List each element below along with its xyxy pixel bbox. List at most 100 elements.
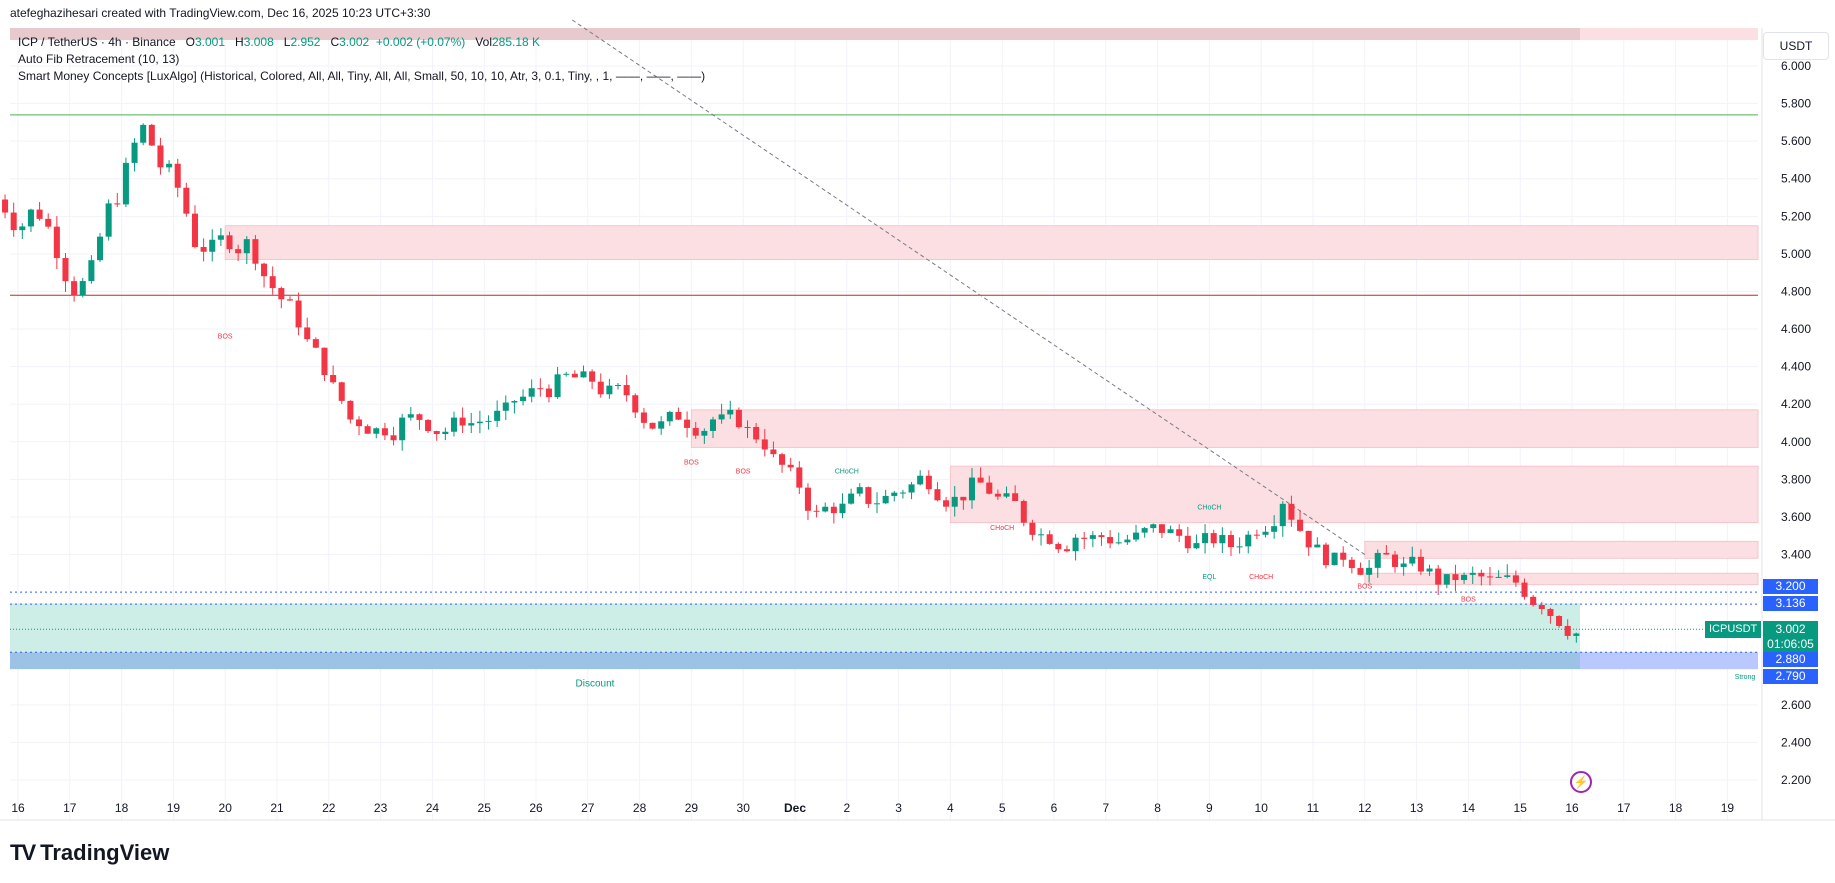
candle-body xyxy=(105,203,112,237)
candle-body xyxy=(243,239,250,254)
price-tick-label: 5.400 xyxy=(1781,172,1811,186)
indicator-smc[interactable]: Smart Money Concepts [LuxAlgo] (Historic… xyxy=(18,69,706,83)
price-tick-label: 2.200 xyxy=(1781,773,1811,787)
price-tick-label: 4.200 xyxy=(1781,397,1811,411)
candle-body xyxy=(1253,534,1260,536)
candle-body xyxy=(200,246,207,252)
candle-body xyxy=(1245,534,1252,547)
candle-body xyxy=(1210,533,1217,544)
candle-body xyxy=(235,249,242,254)
candle-body xyxy=(943,500,950,507)
candle-body xyxy=(718,414,725,420)
candle-body xyxy=(502,402,509,411)
price-tick-label: 6.000 xyxy=(1781,59,1811,73)
smc-label-eql: EQL xyxy=(1202,574,1216,581)
price-tag-3136: 3.136 xyxy=(1763,596,1818,611)
time-tick-label: 2 xyxy=(843,801,850,815)
candle-body xyxy=(960,496,967,501)
open-value: 3.001 xyxy=(195,35,226,49)
smc-label-bos: BOS xyxy=(1461,597,1476,604)
time-tick-label: 17 xyxy=(1617,801,1631,815)
candle-body xyxy=(1115,542,1122,544)
candle-body xyxy=(580,371,587,378)
candle-body xyxy=(986,482,993,494)
candle-body xyxy=(735,409,742,428)
time-tick-label: 20 xyxy=(219,801,233,815)
smc-label-bos: BOS xyxy=(218,333,233,340)
lightning-icon[interactable]: ⚡ xyxy=(1570,771,1592,793)
smc-label-bos: BOS xyxy=(1357,583,1372,590)
time-tick-label: 18 xyxy=(1669,801,1683,815)
candle-body xyxy=(338,382,345,401)
candle-body xyxy=(1063,549,1070,552)
symbol-row[interactable]: ICP / TetherUS · 4h · Binance O3.001 H3.… xyxy=(18,34,705,51)
candle-body xyxy=(554,374,561,398)
candle-body xyxy=(563,373,570,375)
price-tick-label: 4.000 xyxy=(1781,435,1811,449)
candle-body xyxy=(1495,576,1502,578)
strong-low-zone xyxy=(10,652,1580,670)
high-value: 3.008 xyxy=(243,35,274,49)
candle-body xyxy=(753,426,760,440)
candle-body xyxy=(269,276,276,289)
candle-body xyxy=(1469,572,1476,575)
candle-body xyxy=(1124,539,1131,543)
indicator-fib[interactable]: Auto Fib Retracement (10, 13) xyxy=(18,52,180,66)
candle-body xyxy=(977,477,984,483)
candle-body xyxy=(459,417,466,426)
candle-body xyxy=(261,263,268,277)
candle-body xyxy=(779,454,786,465)
candle-body xyxy=(381,428,388,436)
price-tick-label: 5.200 xyxy=(1781,209,1811,223)
time-tick-label: 23 xyxy=(374,801,388,815)
time-tick-label: 27 xyxy=(581,801,595,815)
candle-body xyxy=(804,487,811,511)
open-label: O xyxy=(185,35,195,49)
candle-body xyxy=(312,339,319,348)
candle-body xyxy=(1003,493,1010,497)
time-tick-label: 14 xyxy=(1462,801,1476,815)
author-line: atefeghazihesari created with TradingVie… xyxy=(10,6,431,20)
candle-body xyxy=(96,236,104,261)
candle-body xyxy=(1184,535,1191,549)
last-price-value: 3.002 xyxy=(1775,622,1806,636)
time-tick-label: 25 xyxy=(478,801,492,815)
candle-body xyxy=(1089,535,1096,539)
candle-body xyxy=(1012,493,1019,502)
smc-label-bos: BOS xyxy=(684,459,699,466)
candle-body xyxy=(1029,522,1036,535)
candle-body xyxy=(476,421,483,424)
price-tick-label: 2.400 xyxy=(1781,735,1811,749)
candle-body xyxy=(761,439,768,450)
candle-body xyxy=(701,430,708,436)
candle-body xyxy=(1055,543,1062,550)
candle-body xyxy=(545,388,552,398)
currency-button[interactable]: USDT xyxy=(1763,32,1829,60)
candle-body xyxy=(62,258,69,282)
candle-body xyxy=(666,411,673,422)
time-tick-label: 30 xyxy=(737,801,751,815)
candle-body xyxy=(191,213,199,247)
candle-body xyxy=(1297,519,1304,531)
candle-body xyxy=(787,464,794,468)
supply-zone xyxy=(690,409,1759,448)
candle-body xyxy=(1461,574,1468,581)
time-tick-label: 19 xyxy=(167,801,181,815)
candle-body xyxy=(148,124,155,146)
candle-body xyxy=(36,209,43,219)
supply-zone xyxy=(1364,572,1759,586)
candle-body xyxy=(355,419,363,427)
candle-body xyxy=(1150,524,1157,529)
candle-body xyxy=(1409,556,1416,564)
candle-body xyxy=(174,163,181,188)
low-value: 2.952 xyxy=(290,35,321,49)
price-tick-label: 5.000 xyxy=(1781,247,1811,261)
price-tag-2880: 2.880 xyxy=(1763,652,1818,667)
price-tick-label: 3.800 xyxy=(1781,472,1811,486)
symbol-label[interactable]: ICP / TetherUS · 4h · Binance xyxy=(18,35,176,49)
candle-body xyxy=(122,162,129,205)
candle-body xyxy=(1443,574,1450,585)
time-tick-label: 8 xyxy=(1154,801,1161,815)
candle-body xyxy=(908,484,915,493)
